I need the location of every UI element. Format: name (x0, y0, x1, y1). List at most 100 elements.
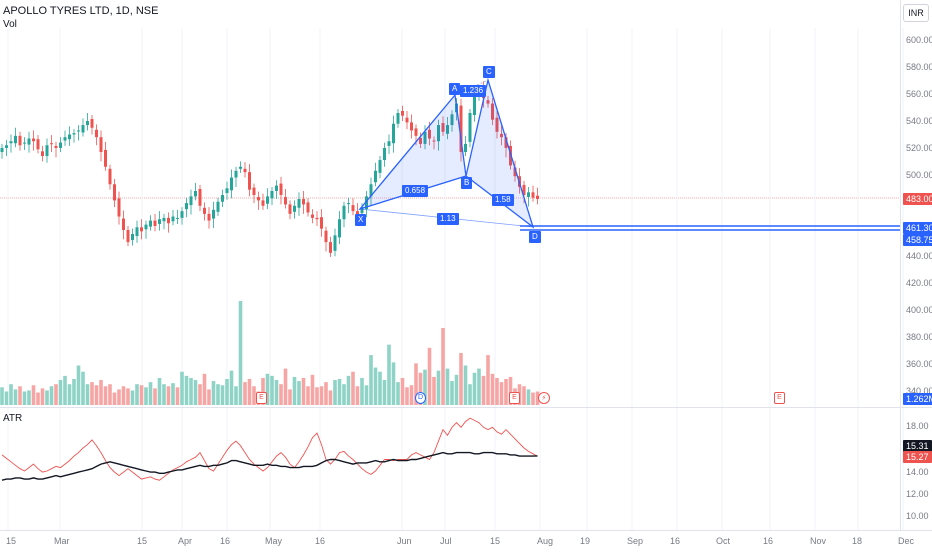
candle-body (369, 184, 373, 197)
price-tick-label: 600.00 (906, 35, 932, 45)
time-tick-label: 19 (580, 536, 591, 546)
lightning-icon[interactable]: ⚡ (538, 392, 550, 404)
candle-body (432, 140, 436, 142)
volume-bar (355, 386, 360, 405)
volume-bar (504, 379, 508, 405)
volume-bar (319, 386, 324, 405)
volume-bar (445, 368, 450, 405)
candle-body (248, 172, 251, 190)
volume-bar (391, 362, 396, 405)
candle-body (405, 117, 409, 123)
candle-body (324, 230, 328, 243)
volume-bar (198, 384, 202, 405)
time-tick-label: Nov (810, 536, 827, 546)
atr-tick-label: 12.00 (906, 489, 929, 499)
volume-bar (22, 391, 27, 405)
volume-bar (153, 388, 157, 405)
volume-bar (531, 392, 535, 405)
candle-body (162, 217, 166, 222)
volume-bar (351, 371, 355, 405)
candle-body (225, 188, 229, 194)
volume-bar (342, 384, 346, 405)
volume-bar (535, 391, 540, 405)
volume-bar (405, 387, 409, 405)
candles (0, 81, 539, 257)
candle-body (50, 143, 53, 145)
candle-body (311, 214, 314, 218)
candle-body (27, 138, 31, 145)
candle-body (383, 147, 386, 161)
volume-bar (252, 386, 256, 405)
pane-separator-atr[interactable] (0, 407, 932, 408)
candle-body (468, 112, 472, 142)
candle-body (113, 184, 116, 201)
volume-bar (193, 380, 198, 405)
time-tick-label: Mar (54, 536, 70, 546)
time-tick-label: Oct (716, 536, 731, 546)
volume-bar (171, 383, 175, 405)
candle-body (77, 130, 80, 132)
time-tick-label: Sep (627, 536, 644, 546)
volume-bar (99, 380, 103, 405)
volume-bars (0, 301, 540, 405)
volume-bar (166, 386, 171, 405)
pattern-ratio: 0.658 (402, 185, 429, 197)
candle-body (365, 196, 368, 210)
volume-bar (306, 386, 310, 405)
volume-bar (400, 377, 405, 405)
volume-label[interactable]: Vol (3, 19, 17, 30)
volume-bar (216, 384, 220, 405)
candle-body (198, 188, 202, 206)
candle-body (32, 138, 35, 142)
currency-button[interactable]: INR (903, 4, 929, 22)
volume-bar (459, 353, 463, 405)
volume-bar (207, 389, 211, 405)
time-tick-label: 16 (763, 536, 774, 546)
atr-label[interactable]: ATR (3, 413, 23, 424)
time-tick-label: 18 (852, 536, 863, 546)
volume-value-tag: 1.262M (903, 393, 932, 405)
volume-bar (54, 384, 58, 405)
candle-body (315, 217, 319, 220)
d-level-tag-1: 461.30 (903, 222, 932, 234)
candle-body (288, 204, 292, 214)
volume-bar (108, 384, 112, 405)
price-tick-label: 560.00 (906, 89, 932, 99)
earnings-marker[interactable]: E (774, 392, 785, 404)
candle-body (293, 205, 296, 212)
volume-bar (373, 367, 378, 405)
candle-body (14, 135, 17, 144)
candle-body (536, 195, 539, 200)
candle-body (221, 195, 224, 202)
time-tick-label: 16 (315, 536, 326, 546)
candle-body (329, 242, 332, 253)
earnings-marker[interactable]: E (256, 392, 267, 404)
candle-body (423, 131, 427, 144)
dividend-marker[interactable]: D (415, 392, 426, 404)
symbol-title[interactable]: APOLLO TYRES LTD, 1D, NSE (3, 5, 159, 17)
candle-body (153, 220, 157, 226)
candle-body (45, 145, 49, 157)
volume-bar (243, 382, 247, 405)
atr-tick-label: 10.00 (906, 511, 929, 521)
pattern-point-c: C (483, 66, 495, 78)
volume-bar (139, 385, 144, 405)
harmonic-pattern[interactable] (358, 77, 900, 231)
volume-bar (189, 377, 193, 405)
volume-bar (135, 384, 139, 405)
candle-body (396, 112, 400, 124)
candle-body (401, 110, 404, 116)
candle-body (140, 227, 143, 232)
volume-bar (85, 384, 90, 405)
volume-bar (247, 379, 252, 405)
grid (7, 28, 904, 530)
candle-body (149, 220, 152, 227)
volume-bar (414, 363, 418, 405)
volume-bar (292, 376, 297, 405)
volume-bar (81, 371, 85, 405)
earnings-marker[interactable]: E (509, 392, 520, 404)
volume-bar (283, 368, 288, 405)
candle-body (90, 119, 94, 128)
